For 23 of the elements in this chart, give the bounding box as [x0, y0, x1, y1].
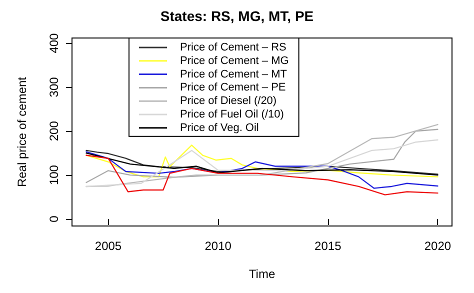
x-tick-label: 2005 [94, 239, 122, 253]
y-tick-label: 100 [47, 164, 61, 186]
line-series [86, 151, 438, 189]
line-series [86, 144, 438, 178]
x-tick-label: 2015 [314, 239, 342, 253]
y-tick-label: 400 [47, 32, 61, 54]
legend-label: Price of Veg. Oil [180, 122, 259, 134]
y-tick-label: 0 [47, 215, 61, 222]
y-tick-label: 300 [47, 76, 61, 98]
legend-label: Price of Cement – MG [180, 54, 289, 67]
line-series [86, 139, 438, 188]
x-axis-title: Time [248, 267, 276, 281]
legend-label: Price of Fuel Oil (/10) [180, 108, 284, 120]
legend-label: Price of Diesel (/20) [180, 95, 277, 108]
y-axis-title: Real price of cement [15, 76, 29, 188]
chart-title: States: RS, MG, MT, PE [160, 8, 314, 24]
y-tick-label: 200 [47, 120, 61, 142]
legend-label: Price of Cement – PE [180, 82, 286, 94]
legend-label: Price of Cement – MT [180, 68, 288, 80]
x-tick-label: 2020 [424, 239, 452, 253]
line-series [86, 154, 438, 196]
x-tick-label: 2010 [204, 239, 232, 253]
legend-label: Price of Cement – RS [180, 42, 286, 54]
